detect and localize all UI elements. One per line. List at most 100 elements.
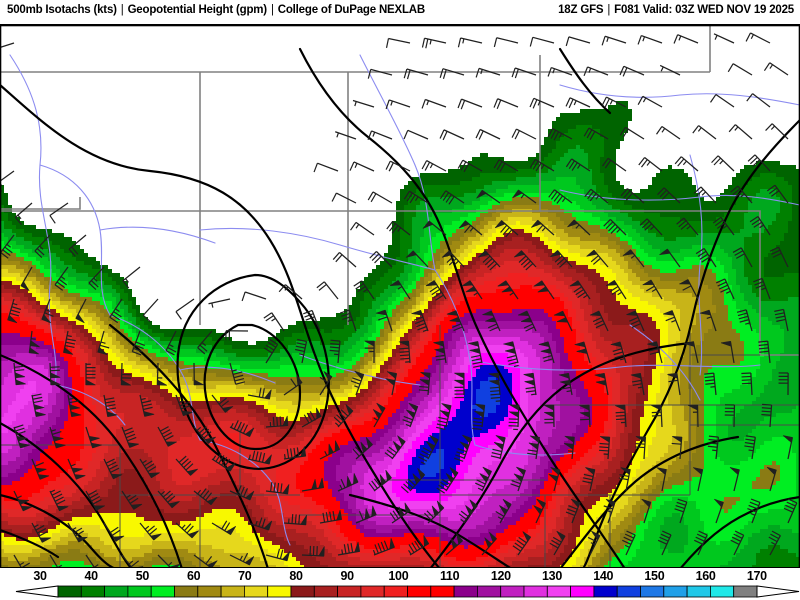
wind-barb: [265, 548, 290, 562]
wind-barb: [618, 467, 631, 492]
wind-barb: [747, 154, 771, 172]
wind-barb: [75, 298, 87, 324]
wind-barb: [659, 64, 681, 76]
wind-barb: [647, 341, 663, 364]
wind-barb: [225, 330, 249, 341]
wind-barb: [439, 68, 465, 79]
wind-barb: [601, 96, 627, 108]
colorbar-swatch-70: [267, 585, 292, 598]
wind-barb: [131, 330, 145, 356]
map-canvas[interactable]: [0, 24, 800, 568]
wind-barb: [490, 435, 506, 460]
wind-barb: [421, 160, 447, 172]
wind-barb: [603, 219, 627, 236]
wind-barb: [639, 218, 663, 236]
wind-barb: [547, 128, 573, 141]
wind-barb: [687, 404, 699, 428]
map-svg: [0, 25, 800, 567]
wind-barb: [728, 124, 753, 140]
wind-barb: [375, 309, 393, 332]
wind-barb: [384, 435, 406, 460]
wind-barb: [503, 341, 519, 368]
wind-barb: [265, 415, 289, 428]
wind-barb: [601, 35, 627, 46]
wind-barb: [746, 93, 771, 108]
wind-barb: [14, 202, 33, 225]
wind-barb: [229, 552, 255, 566]
river-0: [9, 54, 57, 386]
wind-barb: [477, 250, 501, 271]
wind-barb: [763, 62, 789, 76]
wind-barb: [301, 477, 325, 492]
wind-barb: [421, 98, 447, 109]
wind-barb: [610, 341, 627, 364]
colorbar-swatch-25: [57, 585, 82, 598]
wind-barb: [768, 530, 781, 556]
source-title: College of DuPage NEXLAB: [277, 4, 426, 16]
wind-barb: [709, 94, 735, 108]
wind-barb: [193, 554, 218, 567]
wind-barb: [511, 128, 537, 140]
wind-barb: [626, 310, 645, 332]
colorbar-swatch-40: [127, 585, 152, 598]
wind-barb: [13, 424, 30, 449]
wind-barb: [782, 435, 793, 460]
wind-barb: [31, 393, 46, 417]
wind-barb: [229, 362, 246, 385]
wind-barb: [49, 489, 69, 512]
wind-barb: [337, 473, 359, 492]
wind-barb: [676, 217, 699, 236]
wind-barb: [103, 522, 125, 542]
wind-barb: [283, 514, 307, 526]
colorbar-swatch-95: [383, 585, 408, 598]
wind-barb: [241, 291, 267, 302]
wind-barb: [531, 219, 555, 236]
wind-barb: [193, 362, 204, 386]
colorbar-tick-30: 30: [33, 569, 47, 583]
wind-barb: [548, 466, 561, 492]
river-8: [559, 84, 800, 106]
wind-barb: [550, 250, 573, 268]
wind-barb: [319, 371, 333, 396]
height-contour-11: [560, 435, 740, 567]
colorbar-over-arrow: [756, 585, 800, 598]
wind-barb: [637, 95, 663, 108]
wind-barb: [694, 530, 708, 556]
wind-barb: [699, 309, 717, 332]
wind-barb: [157, 554, 181, 567]
wind-barb: [747, 498, 761, 524]
wind-barb: [398, 340, 411, 364]
height-contour-0: [0, 83, 440, 567]
wind-barb: [730, 530, 745, 556]
wind-barb: [193, 426, 216, 444]
height-contour-8: [582, 118, 800, 567]
colorbar-tick-70: 70: [238, 569, 252, 583]
colorbar-tick-150: 150: [644, 569, 665, 583]
wind-barb: [97, 330, 110, 356]
colorbar-swatch-165: [710, 585, 735, 598]
wind-barb: [769, 246, 789, 268]
wind-barb: [67, 394, 82, 418]
river-10: [689, 154, 703, 376]
wind-barb: [778, 372, 789, 396]
colorbar-tick-60: 60: [186, 569, 201, 583]
wind-barb: [385, 37, 411, 48]
wind-barb: [493, 98, 519, 110]
wind-barb: [139, 522, 162, 541]
wind-barb: [766, 466, 777, 492]
field-title: Geopotential Height (gpm): [127, 4, 268, 16]
wind-barb: [405, 250, 429, 268]
wind-barb: [638, 157, 663, 172]
wind-barb: [283, 446, 307, 460]
wind-barb: [615, 404, 627, 428]
height-contour-2: [176, 273, 330, 470]
colorbar-swatch-100: [407, 585, 432, 598]
wind-barb: [603, 498, 616, 524]
wind-barb: [193, 488, 218, 506]
wind-barb: [714, 498, 724, 524]
wind-barb: [175, 298, 195, 320]
colorbar-swatch-155: [663, 585, 688, 598]
colorbar-tick-labels: 30 40 50 60 70 80 90 100 110 120 130 140 150 160 170: [0, 568, 800, 584]
wind-barb: [674, 156, 699, 172]
